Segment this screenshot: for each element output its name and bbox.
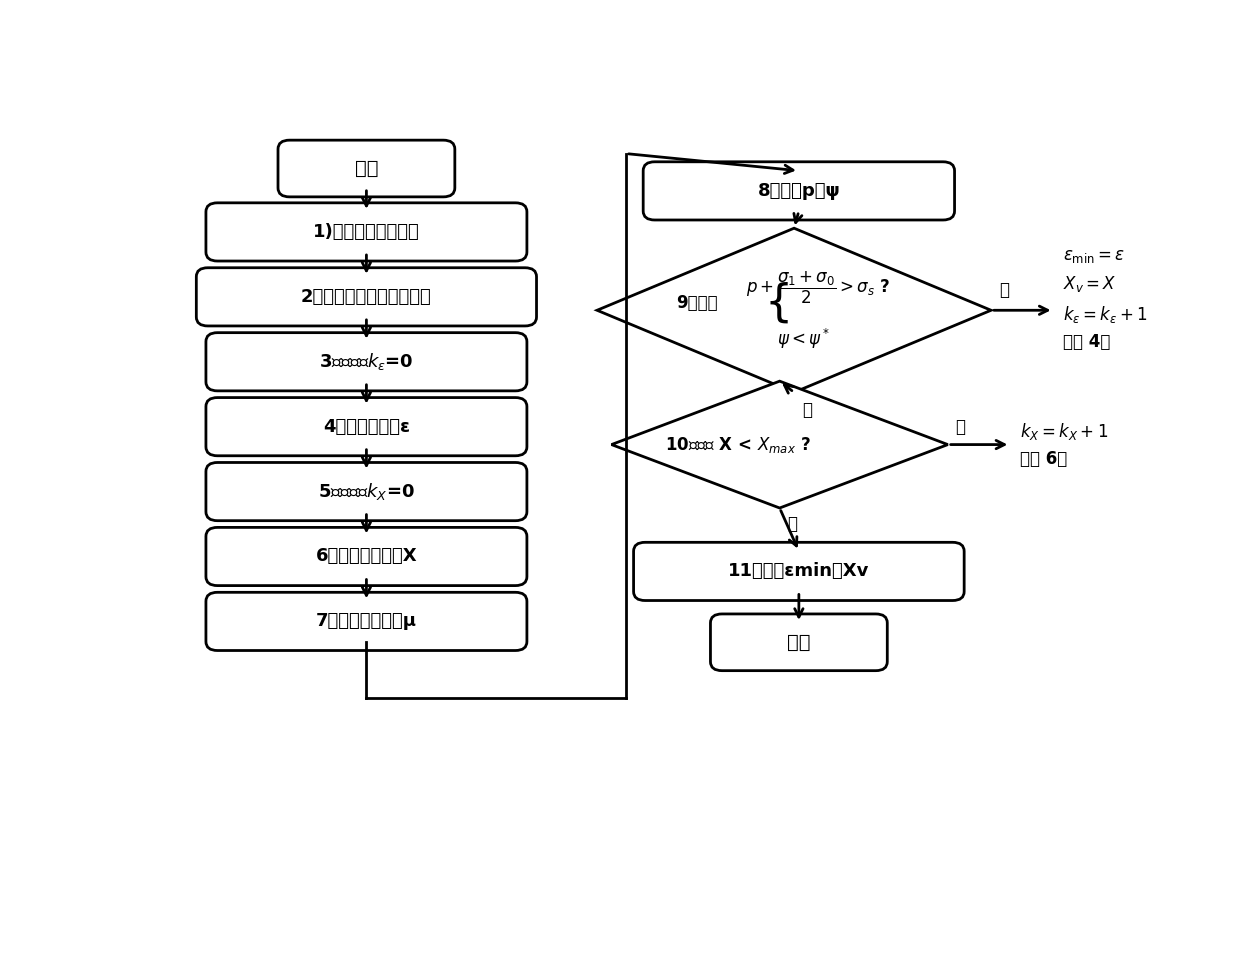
Text: 是: 是	[998, 281, 1009, 299]
Text: $\psi<\psi^*$: $\psi<\psi^*$	[777, 327, 831, 351]
Text: $k_X=k_X+1$
步骤 6）: $k_X=k_X+1$ 步骤 6）	[1019, 421, 1109, 468]
FancyBboxPatch shape	[206, 203, 527, 261]
FancyBboxPatch shape	[206, 592, 527, 650]
Text: 2）定义参数、中间过程量: 2）定义参数、中间过程量	[301, 288, 432, 306]
FancyBboxPatch shape	[278, 141, 455, 197]
Text: $p+\dfrac{\sigma_1+\sigma_0}{2}>\sigma_s$ ?: $p+\dfrac{\sigma_1+\sigma_0}{2}>\sigma_s…	[745, 269, 890, 306]
Text: 否: 否	[787, 516, 797, 534]
Text: 结束: 结束	[787, 633, 811, 652]
FancyBboxPatch shape	[206, 527, 527, 585]
Text: 6）计算优化参数X: 6）计算优化参数X	[316, 547, 417, 566]
Text: 9）判断: 9）判断	[676, 294, 718, 312]
Text: 是: 是	[956, 418, 966, 436]
FancyBboxPatch shape	[206, 397, 527, 455]
Text: {: {	[764, 281, 792, 325]
Text: 开始: 开始	[355, 159, 378, 178]
Text: 7）计算摩擦系数μ: 7）计算摩擦系数μ	[316, 612, 417, 631]
FancyBboxPatch shape	[196, 267, 537, 326]
FancyBboxPatch shape	[644, 162, 955, 220]
Text: 5）初始化$k_{X}$=0: 5）初始化$k_{X}$=0	[317, 481, 415, 502]
FancyBboxPatch shape	[634, 543, 965, 601]
Text: 10）判断 X < $X_{max}$ ?: 10）判断 X < $X_{max}$ ?	[665, 434, 811, 454]
Polygon shape	[598, 229, 991, 392]
FancyBboxPatch shape	[711, 614, 888, 671]
FancyBboxPatch shape	[206, 462, 527, 520]
Text: 1)设备与参数的收集: 1)设备与参数的收集	[312, 223, 420, 241]
Text: $\varepsilon_{\min}=\varepsilon$
$X_v=X$
$k_\varepsilon=k_\varepsilon+1$
步骤 4）: $\varepsilon_{\min}=\varepsilon$ $X_v=X$…	[1063, 247, 1148, 351]
Polygon shape	[611, 381, 947, 508]
Text: 否: 否	[802, 401, 812, 420]
Text: 11）输出εmin、Xv: 11）输出εmin、Xv	[728, 562, 869, 580]
Text: 3）初始化$k_{ε}$=0: 3）初始化$k_{ε}$=0	[319, 351, 414, 372]
Text: 4）计算压下率ε: 4）计算压下率ε	[322, 418, 410, 436]
FancyBboxPatch shape	[206, 332, 527, 391]
Text: 8）计算p、ψ: 8）计算p、ψ	[758, 182, 841, 200]
